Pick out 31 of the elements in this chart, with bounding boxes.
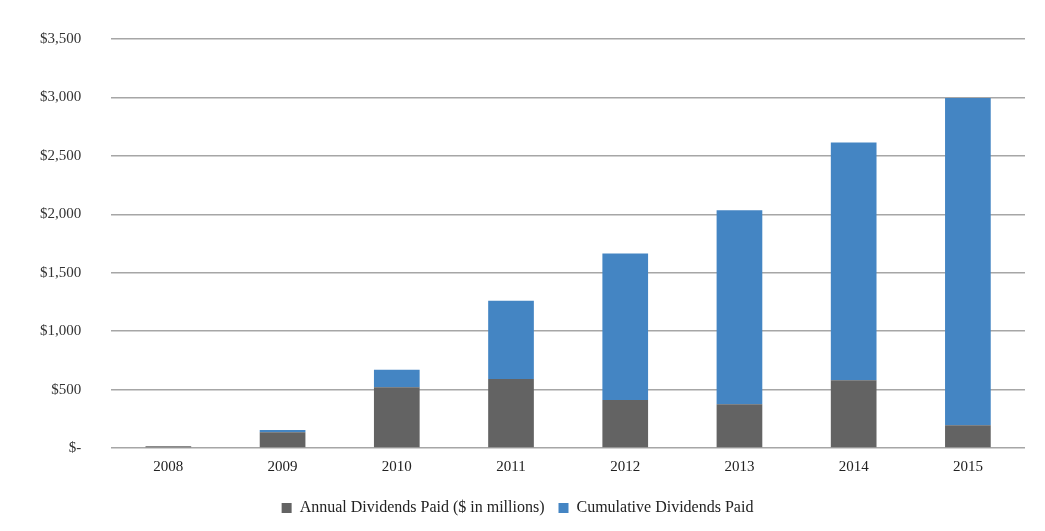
x-tick-label: 2014 [838, 457, 870, 474]
y-tick-label: $1,000 [40, 322, 82, 339]
y-tick-label: $1,500 [40, 263, 82, 280]
bar [830, 380, 877, 448]
bar [602, 253, 649, 401]
bar [716, 404, 763, 448]
x-tick-label: 2011 [496, 457, 526, 474]
bar [602, 400, 649, 448]
x-tick-label: 2013 [724, 457, 755, 474]
y-tick-label: $- [68, 438, 82, 455]
y-tick-label: $3,000 [40, 88, 82, 105]
bar [488, 379, 534, 448]
y-tick-label: $500 [51, 380, 82, 397]
y-tick-label: $2,000 [40, 205, 82, 222]
bar [373, 369, 420, 388]
bar [259, 432, 306, 448]
x-tick-label: 2010 [381, 457, 412, 474]
y-tick-label: $3,500 [40, 29, 82, 46]
x-tick-label: 2008 [153, 457, 184, 474]
legend-label: Annual Dividends Paid ($ in millions) [299, 498, 545, 517]
bar [945, 425, 991, 448]
bar [945, 98, 991, 426]
x-tick-label: 2012 [610, 457, 641, 474]
legend-label: Cumulative Dividends Paid [576, 498, 754, 516]
x-tick-label: 2015 [952, 457, 983, 474]
bar [488, 300, 534, 380]
x-tick-label: 2009 [267, 457, 298, 474]
bar [373, 387, 420, 448]
y-tick-label: $2,500 [40, 146, 82, 163]
bar [830, 142, 877, 381]
bar [716, 210, 763, 405]
